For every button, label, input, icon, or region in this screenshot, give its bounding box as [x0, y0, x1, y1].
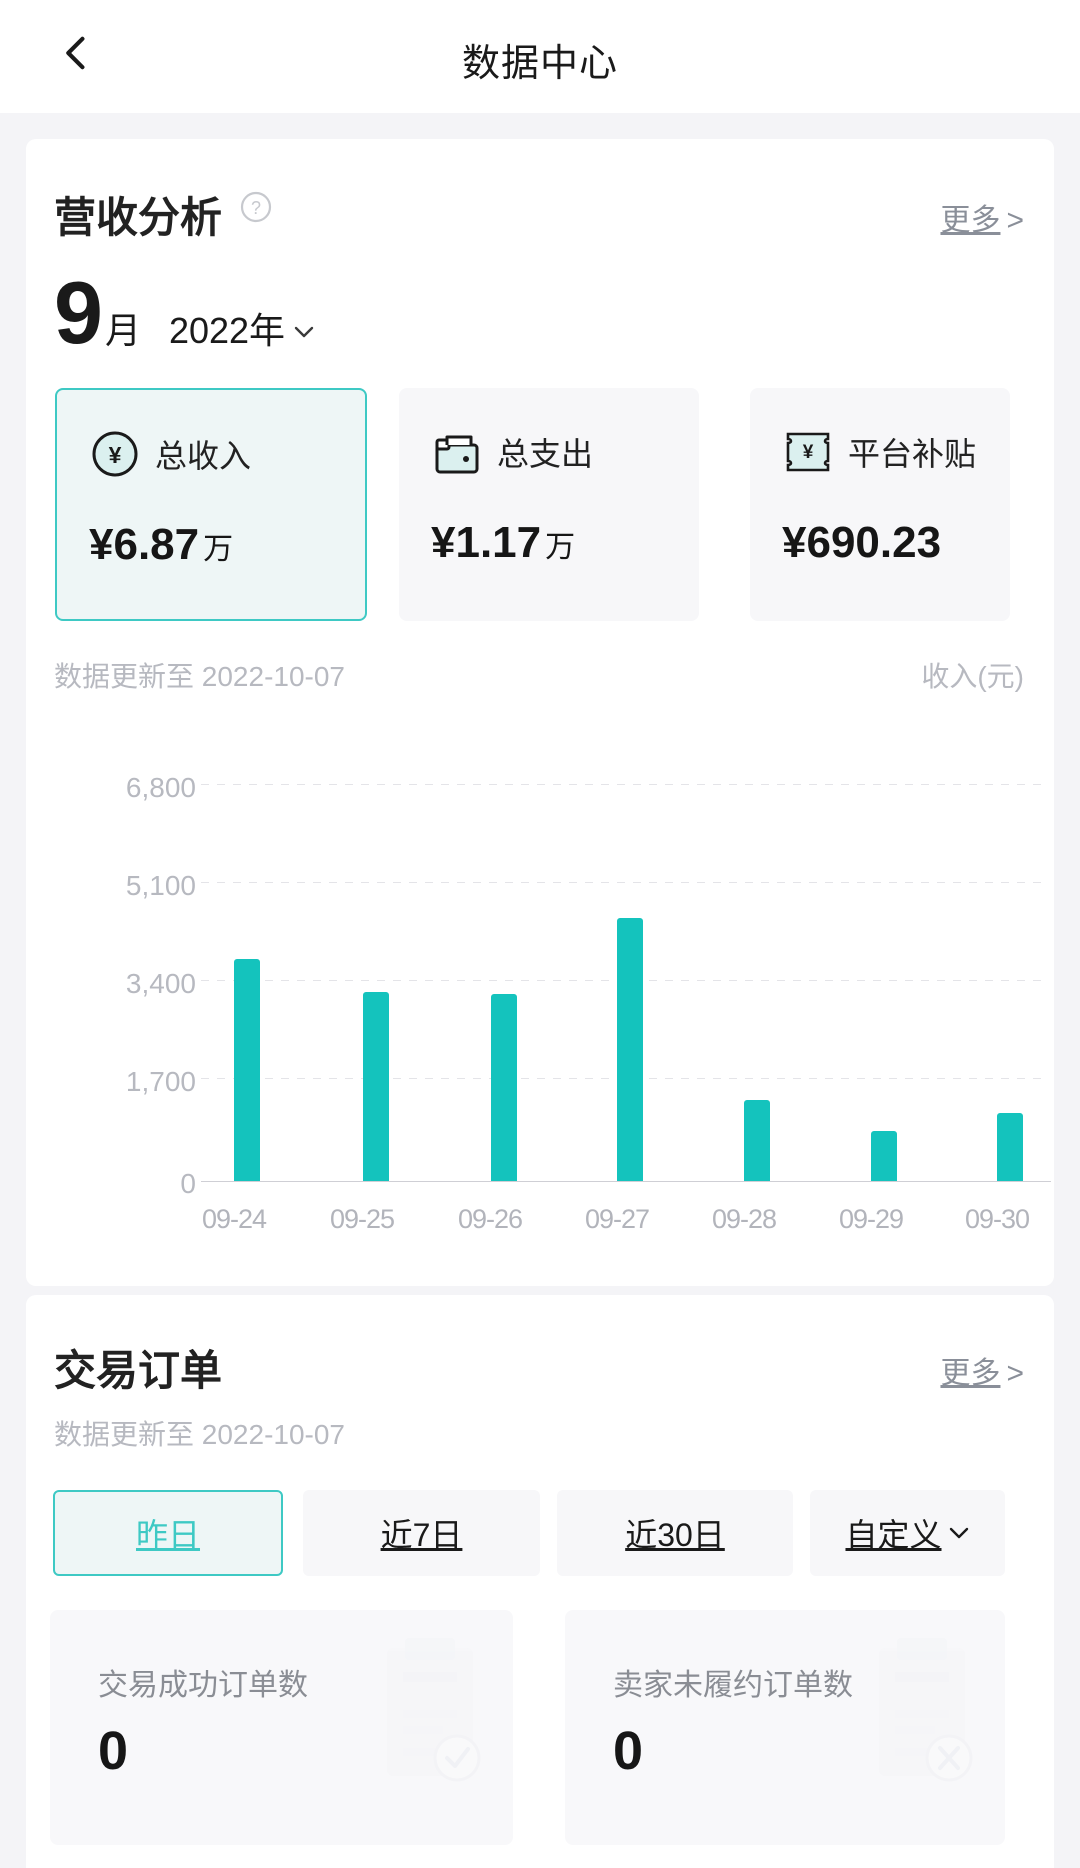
svg-text:?: ? — [251, 198, 261, 218]
svg-text:¥: ¥ — [803, 442, 814, 463]
svg-text:¥: ¥ — [109, 442, 122, 468]
